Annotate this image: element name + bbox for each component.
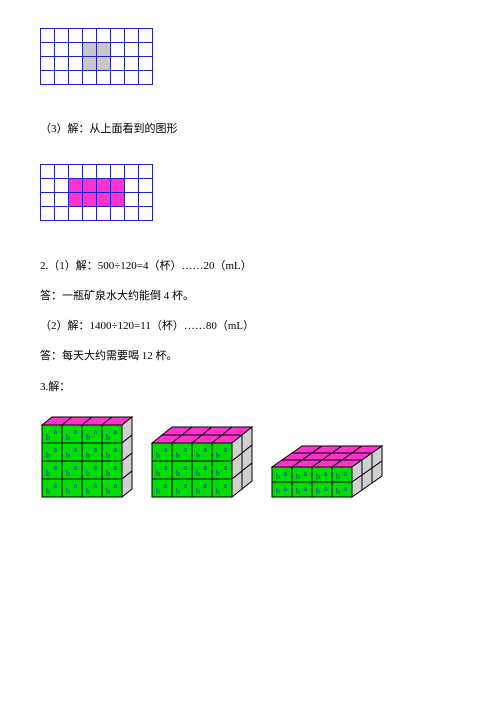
problem-2-2: （2）解：1400÷120=11（杯）……80（mL） [40,314,460,338]
cube-figure-2: abababababababababababab [150,425,254,499]
svg-text:a: a [53,481,57,490]
svg-text:a: a [223,445,227,454]
svg-text:b: b [336,487,340,496]
svg-text:a: a [303,484,307,493]
svg-text:b: b [46,487,50,496]
svg-text:b: b [106,487,110,496]
svg-text:b: b [176,469,180,478]
svg-text:b: b [216,487,220,496]
svg-text:a: a [343,469,347,478]
problem-3-label: 3.解： [40,375,460,399]
svg-text:a: a [113,481,117,490]
svg-text:a: a [343,484,347,493]
svg-text:b: b [156,451,160,460]
svg-text:a: a [183,445,187,454]
svg-text:b: b [296,472,300,481]
svg-text:b: b [316,472,320,481]
svg-text:b: b [316,487,320,496]
svg-text:a: a [283,484,287,493]
grid-figure-2 [40,164,153,221]
svg-text:b: b [276,487,280,496]
svg-text:b: b [86,433,90,442]
svg-text:b: b [66,433,70,442]
svg-text:a: a [323,469,327,478]
svg-text:b: b [66,487,70,496]
svg-text:a: a [303,469,307,478]
svg-text:b: b [176,487,180,496]
cube-figures-row: abababababababababababababababab abababa… [40,415,460,499]
problem-2-1-answer: 答：一瓶矿泉水大约能倒 4 杯。 [40,284,460,308]
svg-text:b: b [156,487,160,496]
cube-figure-1: abababababababababababababababab [40,415,134,499]
svg-text:b: b [216,451,220,460]
svg-text:b: b [86,469,90,478]
svg-text:a: a [223,481,227,490]
svg-text:b: b [216,469,220,478]
svg-text:a: a [203,463,207,472]
svg-text:a: a [93,463,97,472]
cube-figure-3: abababababababab [270,444,384,499]
svg-text:a: a [323,484,327,493]
svg-text:a: a [93,481,97,490]
svg-text:b: b [196,451,200,460]
svg-text:a: a [183,481,187,490]
svg-text:a: a [53,463,57,472]
svg-text:b: b [86,487,90,496]
svg-text:b: b [196,469,200,478]
question-3-text: （3）解：从上面看到的图形 [40,120,460,140]
svg-text:b: b [46,451,50,460]
svg-text:b: b [176,451,180,460]
svg-text:a: a [183,463,187,472]
svg-text:a: a [203,481,207,490]
svg-text:b: b [106,469,110,478]
svg-text:a: a [113,463,117,472]
svg-text:a: a [113,427,117,436]
svg-text:b: b [296,487,300,496]
svg-text:b: b [276,472,280,481]
svg-text:a: a [73,427,77,436]
svg-text:a: a [283,469,287,478]
svg-text:a: a [203,445,207,454]
svg-text:a: a [223,463,227,472]
svg-text:b: b [106,433,110,442]
svg-text:a: a [93,427,97,436]
svg-text:a: a [53,427,57,436]
svg-text:b: b [156,469,160,478]
svg-text:b: b [46,433,50,442]
svg-text:a: a [73,481,77,490]
svg-text:b: b [86,451,90,460]
grid-figure-1 [40,28,153,85]
grid-2 [40,164,153,221]
grid-1 [40,28,153,85]
problem-2-2-answer: 答：每天大约需要喝 12 杯。 [40,344,460,368]
svg-text:a: a [113,445,117,454]
svg-text:a: a [163,463,167,472]
svg-text:b: b [46,469,50,478]
svg-text:b: b [336,472,340,481]
svg-text:b: b [66,469,70,478]
svg-text:a: a [163,481,167,490]
problem-2-1: 2.（1）解：500÷120=4（杯）……20（mL） [40,254,460,278]
svg-text:a: a [53,445,57,454]
svg-text:a: a [73,445,77,454]
svg-text:b: b [196,487,200,496]
svg-text:b: b [66,451,70,460]
svg-text:a: a [73,463,77,472]
svg-text:a: a [163,445,167,454]
svg-text:a: a [93,445,97,454]
svg-text:b: b [106,451,110,460]
